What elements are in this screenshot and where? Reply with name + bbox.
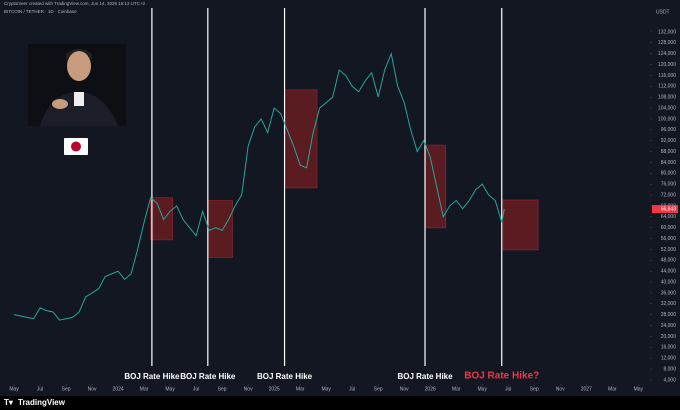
y-tick-label: 84,000 xyxy=(661,160,677,166)
y-tick-label: 120,000 xyxy=(658,62,676,68)
y-tick-label: 76,000 xyxy=(661,182,677,188)
y-tick-label: 100,000 xyxy=(658,116,676,122)
x-tick-label: Sep xyxy=(374,386,383,392)
y-tick-label: 64,000 xyxy=(661,214,677,220)
y-tick-label: 108,000 xyxy=(658,95,676,101)
y-tick-label: 40,000 xyxy=(661,279,677,285)
x-tick-label: Jul xyxy=(505,386,511,392)
x-tick-label: 2026 xyxy=(425,386,436,392)
x-tick-label: Mar xyxy=(140,386,149,392)
y-tick-label: 28,000 xyxy=(661,312,677,318)
x-tick-label: 2025 xyxy=(269,386,280,392)
y-tick-label: 4,000 xyxy=(663,377,676,383)
y-tick-label: 104,000 xyxy=(658,105,676,111)
y-tick-label: 112,000 xyxy=(658,84,676,90)
x-tick-label: Sep xyxy=(218,386,227,392)
x-tick-label: Nov xyxy=(88,386,97,392)
y-tick-label: 52,000 xyxy=(661,247,677,253)
y-tick-label: 16,000 xyxy=(661,345,677,351)
event-label: BOJ Rate Hike xyxy=(124,372,180,381)
event-label: BOJ Rate Hike? xyxy=(464,371,539,382)
x-tick-label: May xyxy=(478,386,488,392)
x-tick-label: Mar xyxy=(296,386,305,392)
x-tick-label: Nov xyxy=(400,386,409,392)
y-tick-label: 72,000 xyxy=(661,192,677,198)
y-tick-label: 80,000 xyxy=(661,171,677,177)
x-tick-label: Jul xyxy=(37,386,43,392)
last-price-label: 66,843 xyxy=(661,206,677,212)
x-tick-label: Jul xyxy=(349,386,355,392)
x-tick-label: May xyxy=(165,386,175,392)
range-box xyxy=(502,199,539,251)
last-price-box xyxy=(652,205,678,214)
event-label: BOJ Rate Hike xyxy=(257,372,313,381)
y-tick-label: 48,000 xyxy=(661,258,677,264)
japan-flag xyxy=(64,138,88,155)
x-tick-label: 2027 xyxy=(581,386,592,392)
y-unit: USDT xyxy=(656,9,670,15)
x-tick-label: May xyxy=(321,386,331,392)
x-tick-label: Mar xyxy=(452,386,461,392)
y-tick-label: 60,000 xyxy=(661,225,677,231)
x-tick-label: Sep xyxy=(62,386,71,392)
y-tick-label: 88,000 xyxy=(661,149,677,155)
y-tick-label: 44,000 xyxy=(661,269,677,275)
footer xyxy=(0,396,680,410)
photo xyxy=(28,44,126,126)
y-tick-label: 12,000 xyxy=(661,356,677,362)
x-tick-label: Jul xyxy=(193,386,199,392)
y-tick-label: 124,000 xyxy=(658,51,676,57)
y-tick-label: 92,000 xyxy=(661,138,677,144)
brand-logo: T▾ xyxy=(4,398,14,407)
x-tick-label: Nov xyxy=(556,386,565,392)
x-tick-label: May xyxy=(634,386,644,392)
y-tick-label: 128,000 xyxy=(658,40,676,46)
x-tick-label: Sep xyxy=(530,386,539,392)
header: Cryptomeer created with TradingView.com,… xyxy=(4,1,146,6)
x-tick-label: Nov xyxy=(244,386,253,392)
y-tick-label: 116,000 xyxy=(658,73,676,79)
x-tick-label: 2024 xyxy=(113,386,124,392)
y-tick-label: 32,000 xyxy=(661,301,677,307)
y-tick-label: 96,000 xyxy=(661,127,677,133)
event-label: BOJ Rate Hike xyxy=(397,372,453,381)
brand: TradingView xyxy=(18,398,66,407)
event-label: BOJ Rate Hike xyxy=(180,372,236,381)
x-tick-label: Mar xyxy=(608,386,617,392)
y-tick-label: 132,000 xyxy=(658,29,676,35)
x-tick-label: May xyxy=(9,386,19,392)
y-tick-label: 8,000 xyxy=(663,366,676,372)
price-line xyxy=(13,51,505,321)
y-tick-label: 24,000 xyxy=(661,323,677,329)
symbol: BITCOIN / TETHER · 1D · Coinbase xyxy=(4,9,77,14)
y-tick-label: 56,000 xyxy=(661,236,677,242)
y-tick-label: 20,000 xyxy=(661,334,677,340)
range-box xyxy=(150,197,173,241)
y-tick-label: 36,000 xyxy=(661,290,677,296)
